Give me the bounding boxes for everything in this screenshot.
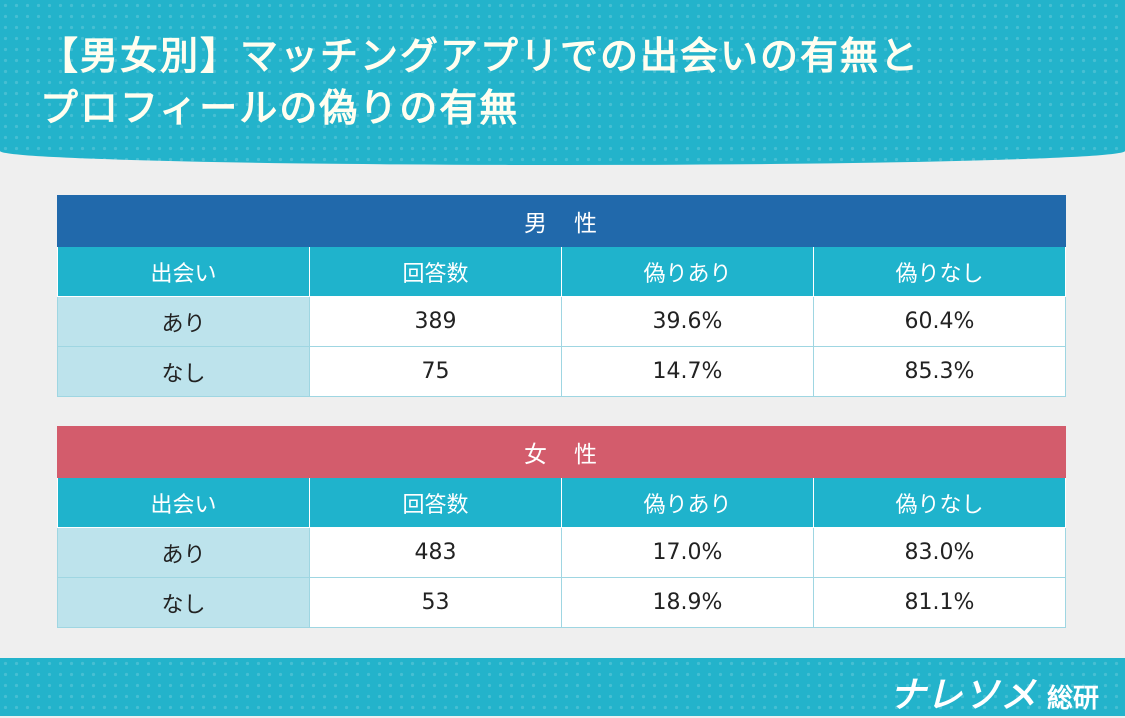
cell-falsified: 39.6% [561, 296, 814, 347]
column-header-falsified: 偽りあり [561, 477, 814, 528]
column-header-responses: 回答数 [309, 246, 562, 297]
table-row: あり 483 17.0% 83.0% [57, 527, 1066, 578]
column-header-not-falsified: 偽りなし [813, 477, 1066, 528]
page-title-line2: プロフィールの偽りの有無 [40, 86, 520, 130]
row-label: あり [57, 527, 310, 578]
cell-falsified: 18.9% [561, 577, 814, 628]
row-label: なし [57, 577, 310, 628]
column-header-responses: 回答数 [309, 477, 562, 528]
male-column-header-row: 出会い 回答数 偽りあり 偽りなし [57, 246, 1066, 297]
row-label: なし [57, 346, 310, 397]
table-row: なし 53 18.9% 81.1% [57, 577, 1066, 628]
female-header: 女 性 [57, 426, 1066, 478]
column-header-meeting: 出会い [57, 477, 310, 528]
male-header-row: 男 性 [57, 195, 1066, 247]
column-header-falsified: 偽りあり [561, 246, 814, 297]
male-table: 男 性 出会い 回答数 偽りあり 偽りなし あり 389 39.6% 60.4%… [57, 195, 1066, 397]
column-header-not-falsified: 偽りなし [813, 246, 1066, 297]
cell-not-falsified: 60.4% [813, 296, 1066, 347]
cell-falsified: 14.7% [561, 346, 814, 397]
row-label: あり [57, 296, 310, 347]
cell-responses: 75 [309, 346, 562, 397]
table-row: あり 389 39.6% 60.4% [57, 296, 1066, 347]
brand-logo: ナレソメ 総研 [889, 666, 1099, 718]
cell-responses: 53 [309, 577, 562, 628]
column-header-meeting: 出会い [57, 246, 310, 297]
table-row: なし 75 14.7% 85.3% [57, 346, 1066, 397]
page-title-line1: 【男女別】マッチングアプリでの出会いの有無と [40, 34, 921, 78]
brand-logo-main: ナレソメ [889, 675, 1038, 716]
cell-responses: 389 [309, 296, 562, 347]
cell-not-falsified: 85.3% [813, 346, 1066, 397]
cell-falsified: 17.0% [561, 527, 814, 578]
cell-not-falsified: 83.0% [813, 527, 1066, 578]
female-column-header-row: 出会い 回答数 偽りあり 偽りなし [57, 477, 1066, 528]
cell-responses: 483 [309, 527, 562, 578]
male-header: 男 性 [57, 195, 1066, 247]
brand-logo-sub: 総研 [1046, 684, 1099, 714]
female-table: 女 性 出会い 回答数 偽りあり 偽りなし あり 483 17.0% 83.0%… [57, 426, 1066, 628]
page-header: 【男女別】マッチングアプリでの出会いの有無と プロフィールの偽りの有無 [0, 0, 1125, 165]
page-footer: ナレソメ 総研 [0, 658, 1125, 716]
female-header-row: 女 性 [57, 426, 1066, 478]
cell-not-falsified: 81.1% [813, 577, 1066, 628]
page-title: 【男女別】マッチングアプリでの出会いの有無と プロフィールの偽りの有無 [40, 30, 1100, 134]
